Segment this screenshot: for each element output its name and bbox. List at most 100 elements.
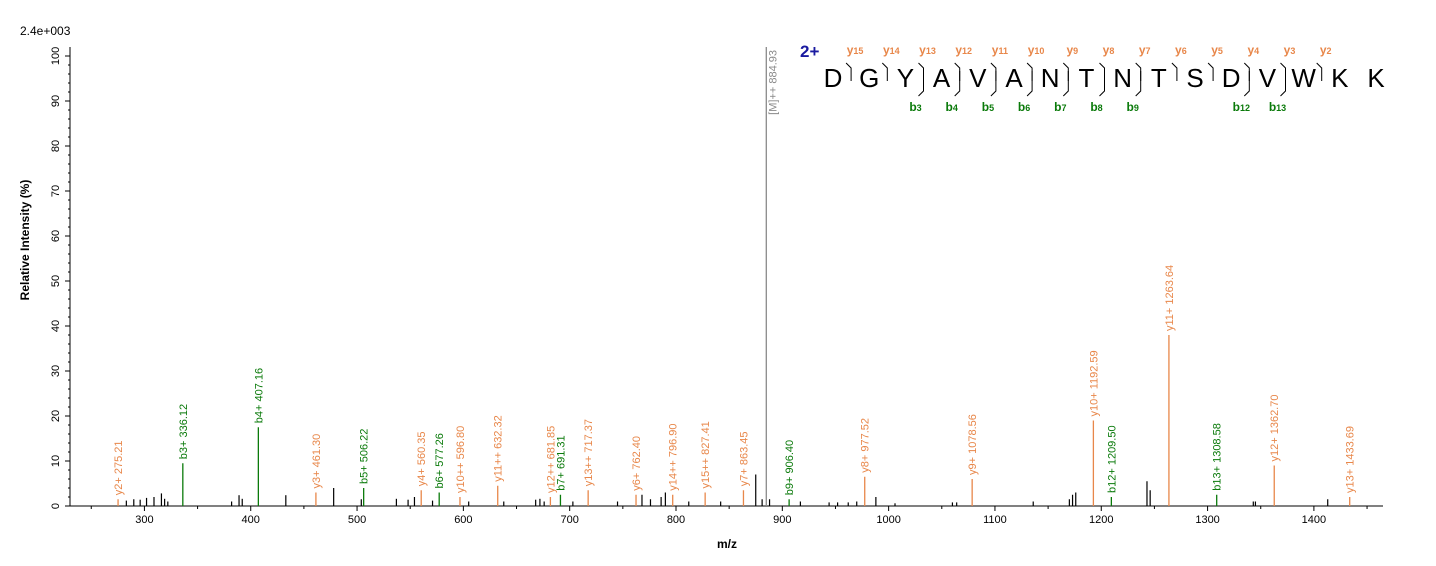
x-tick-label: 800 <box>667 514 685 526</box>
x-tick-label: 1100 <box>983 514 1007 526</box>
sequence-residue: G <box>859 63 879 93</box>
y-ion-label: y15 <box>847 43 864 57</box>
x-tick-label: 1300 <box>1195 514 1219 526</box>
x-tick-label: 300 <box>135 514 153 526</box>
b-ion-marker <box>1062 71 1069 97</box>
x-tick-label: 1400 <box>1302 514 1326 526</box>
sequence-residue: W <box>1291 63 1316 93</box>
sequence-residue: T <box>1078 63 1094 93</box>
y-tick-label: 100 <box>50 47 62 65</box>
y-tick-label: 40 <box>50 320 62 332</box>
y-tick-label: 30 <box>50 365 62 377</box>
x-tick-label: 1000 <box>876 514 900 526</box>
y-tick-label: 60 <box>50 230 62 242</box>
y-ion-peak-label: y11++ 632.32 <box>493 415 505 481</box>
sequence-residue: K <box>1331 63 1349 93</box>
b-ion-peak-label: b7+ 691.31 <box>555 435 567 490</box>
y-ion-label: y9 <box>1066 43 1078 57</box>
y-ion-peak-label: y13++ 717.37 <box>583 419 595 486</box>
y-ion-peak-label: y15++ 827.41 <box>700 421 712 488</box>
b-ion-marker <box>1243 71 1250 97</box>
y-ion-peak-label: y10+ 1192.59 <box>1088 350 1100 416</box>
b-ion-marker <box>954 71 961 97</box>
y-ion-peak-label: y12++ 681.85 <box>545 426 557 493</box>
sequence-residue: K <box>1367 63 1385 93</box>
x-tick-label: 900 <box>773 514 791 526</box>
y-ion-marker <box>918 62 924 81</box>
b-ion-label: b13 <box>1269 100 1286 114</box>
b-ion-label: b4 <box>946 100 958 114</box>
axes: 0 10 20 30 40 50 60 70 80 90 100 300 400 500 600 700 800… <box>50 47 1383 526</box>
y-ion-marker <box>1280 62 1286 81</box>
y-ion-marker <box>1171 62 1178 81</box>
y-ion-peak-label: y4+ 560.35 <box>416 432 428 487</box>
y-tick-label: 90 <box>50 95 62 107</box>
y-ion-marker <box>1099 62 1105 81</box>
sequence-residue: A <box>933 63 951 93</box>
y-ion-marker <box>954 62 961 81</box>
y-ion-marker <box>1316 62 1323 81</box>
y-ion-label: y12 <box>955 43 972 57</box>
y-ion-label: y14 <box>883 43 900 57</box>
x-tick-label: 600 <box>454 514 472 526</box>
y-ion-peak-label: y3+ 461.30 <box>311 434 323 489</box>
y-axis-title: Relative Intensity (%) <box>18 180 32 301</box>
b-ion-label: b5 <box>982 100 994 114</box>
b-ion-label: b7 <box>1054 100 1066 114</box>
y-ion-label: y8 <box>1103 43 1115 57</box>
x-tick-label: 1200 <box>1089 514 1113 526</box>
b-ion-label: b12 <box>1233 100 1250 114</box>
y-ion-marker <box>881 62 888 81</box>
y-ion-peak-label: y9+ 1078.56 <box>967 414 979 475</box>
y-ion-marker <box>1062 62 1069 81</box>
y-tick-label: 10 <box>50 455 62 467</box>
peaks <box>117 47 1351 506</box>
peak-labels: y2+ 275.21 b3+ 336.12 b4+ 407.16 y3+ 461.30… <box>113 50 1357 495</box>
y-ion-peak-label: y14++ 796.90 <box>668 423 680 490</box>
y-ion-peak-label: y11+ 1263.64 <box>1164 265 1176 331</box>
x-tick-label: 400 <box>242 514 260 526</box>
b-ion-peak-label: b9+ 906.40 <box>784 440 796 495</box>
b-ion-peak-label: b4+ 407.16 <box>253 368 265 423</box>
y-ion-peak-label: y12+ 1362.70 <box>1269 395 1281 462</box>
b-ion-marker <box>1135 71 1142 97</box>
y-tick-label: 0 <box>50 503 62 509</box>
y-ion-marker <box>1135 62 1142 81</box>
y-ion-marker <box>1207 62 1214 81</box>
y-ion-marker <box>1026 62 1033 81</box>
y-ion-peak-label: y8+ 977.52 <box>860 418 872 473</box>
b-ion-label: b8 <box>1090 100 1102 114</box>
x-tick-label: 500 <box>348 514 366 526</box>
y-tick-label: 80 <box>50 140 62 152</box>
y-ion-peak-label: y2+ 275.21 <box>113 441 125 496</box>
sequence-residue: T <box>1151 63 1167 93</box>
b-ion-marker <box>1026 71 1033 97</box>
charge-state: 2+ <box>800 42 819 61</box>
b-ion-label: b6 <box>1018 100 1030 114</box>
b-ion-peak-label: b13+ 1308.58 <box>1212 423 1224 491</box>
y-ion-label: y6 <box>1175 43 1187 57</box>
y-tick-label: 50 <box>50 275 62 287</box>
y-ion-peak-label: y13+ 1433.69 <box>1345 426 1357 493</box>
b-ion-peak-label: b6+ 577.26 <box>434 433 446 488</box>
intensity-scale-label: 2.4e+003 <box>20 24 71 38</box>
b-ion-peak-label: b3+ 336.12 <box>178 404 190 459</box>
b-ion-peak-label: b12+ 1209.50 <box>1106 425 1118 493</box>
x-tick-label: 700 <box>561 514 579 526</box>
sequence-residue: A <box>1005 63 1023 93</box>
y-ion-peak-label: y10++ 596.80 <box>455 426 467 493</box>
precursor-peak-label: [M]++ 884.93 <box>767 50 779 115</box>
b-ion-label: b3 <box>909 100 921 114</box>
y-ion-peak-label: y6+ 762.40 <box>631 436 643 491</box>
b-ion-marker <box>1280 71 1286 97</box>
sequence-residue: N <box>1041 63 1060 93</box>
sequence-residue: V <box>969 63 987 93</box>
y-ion-label: y13 <box>919 43 936 57</box>
sequence-residue: V <box>1259 63 1277 93</box>
y-ion-marker <box>990 62 997 81</box>
b-ion-label: b9 <box>1127 100 1139 114</box>
b-ion-peak-label: b5+ 506.22 <box>359 429 371 484</box>
y-ion-label: y5 <box>1211 43 1223 57</box>
